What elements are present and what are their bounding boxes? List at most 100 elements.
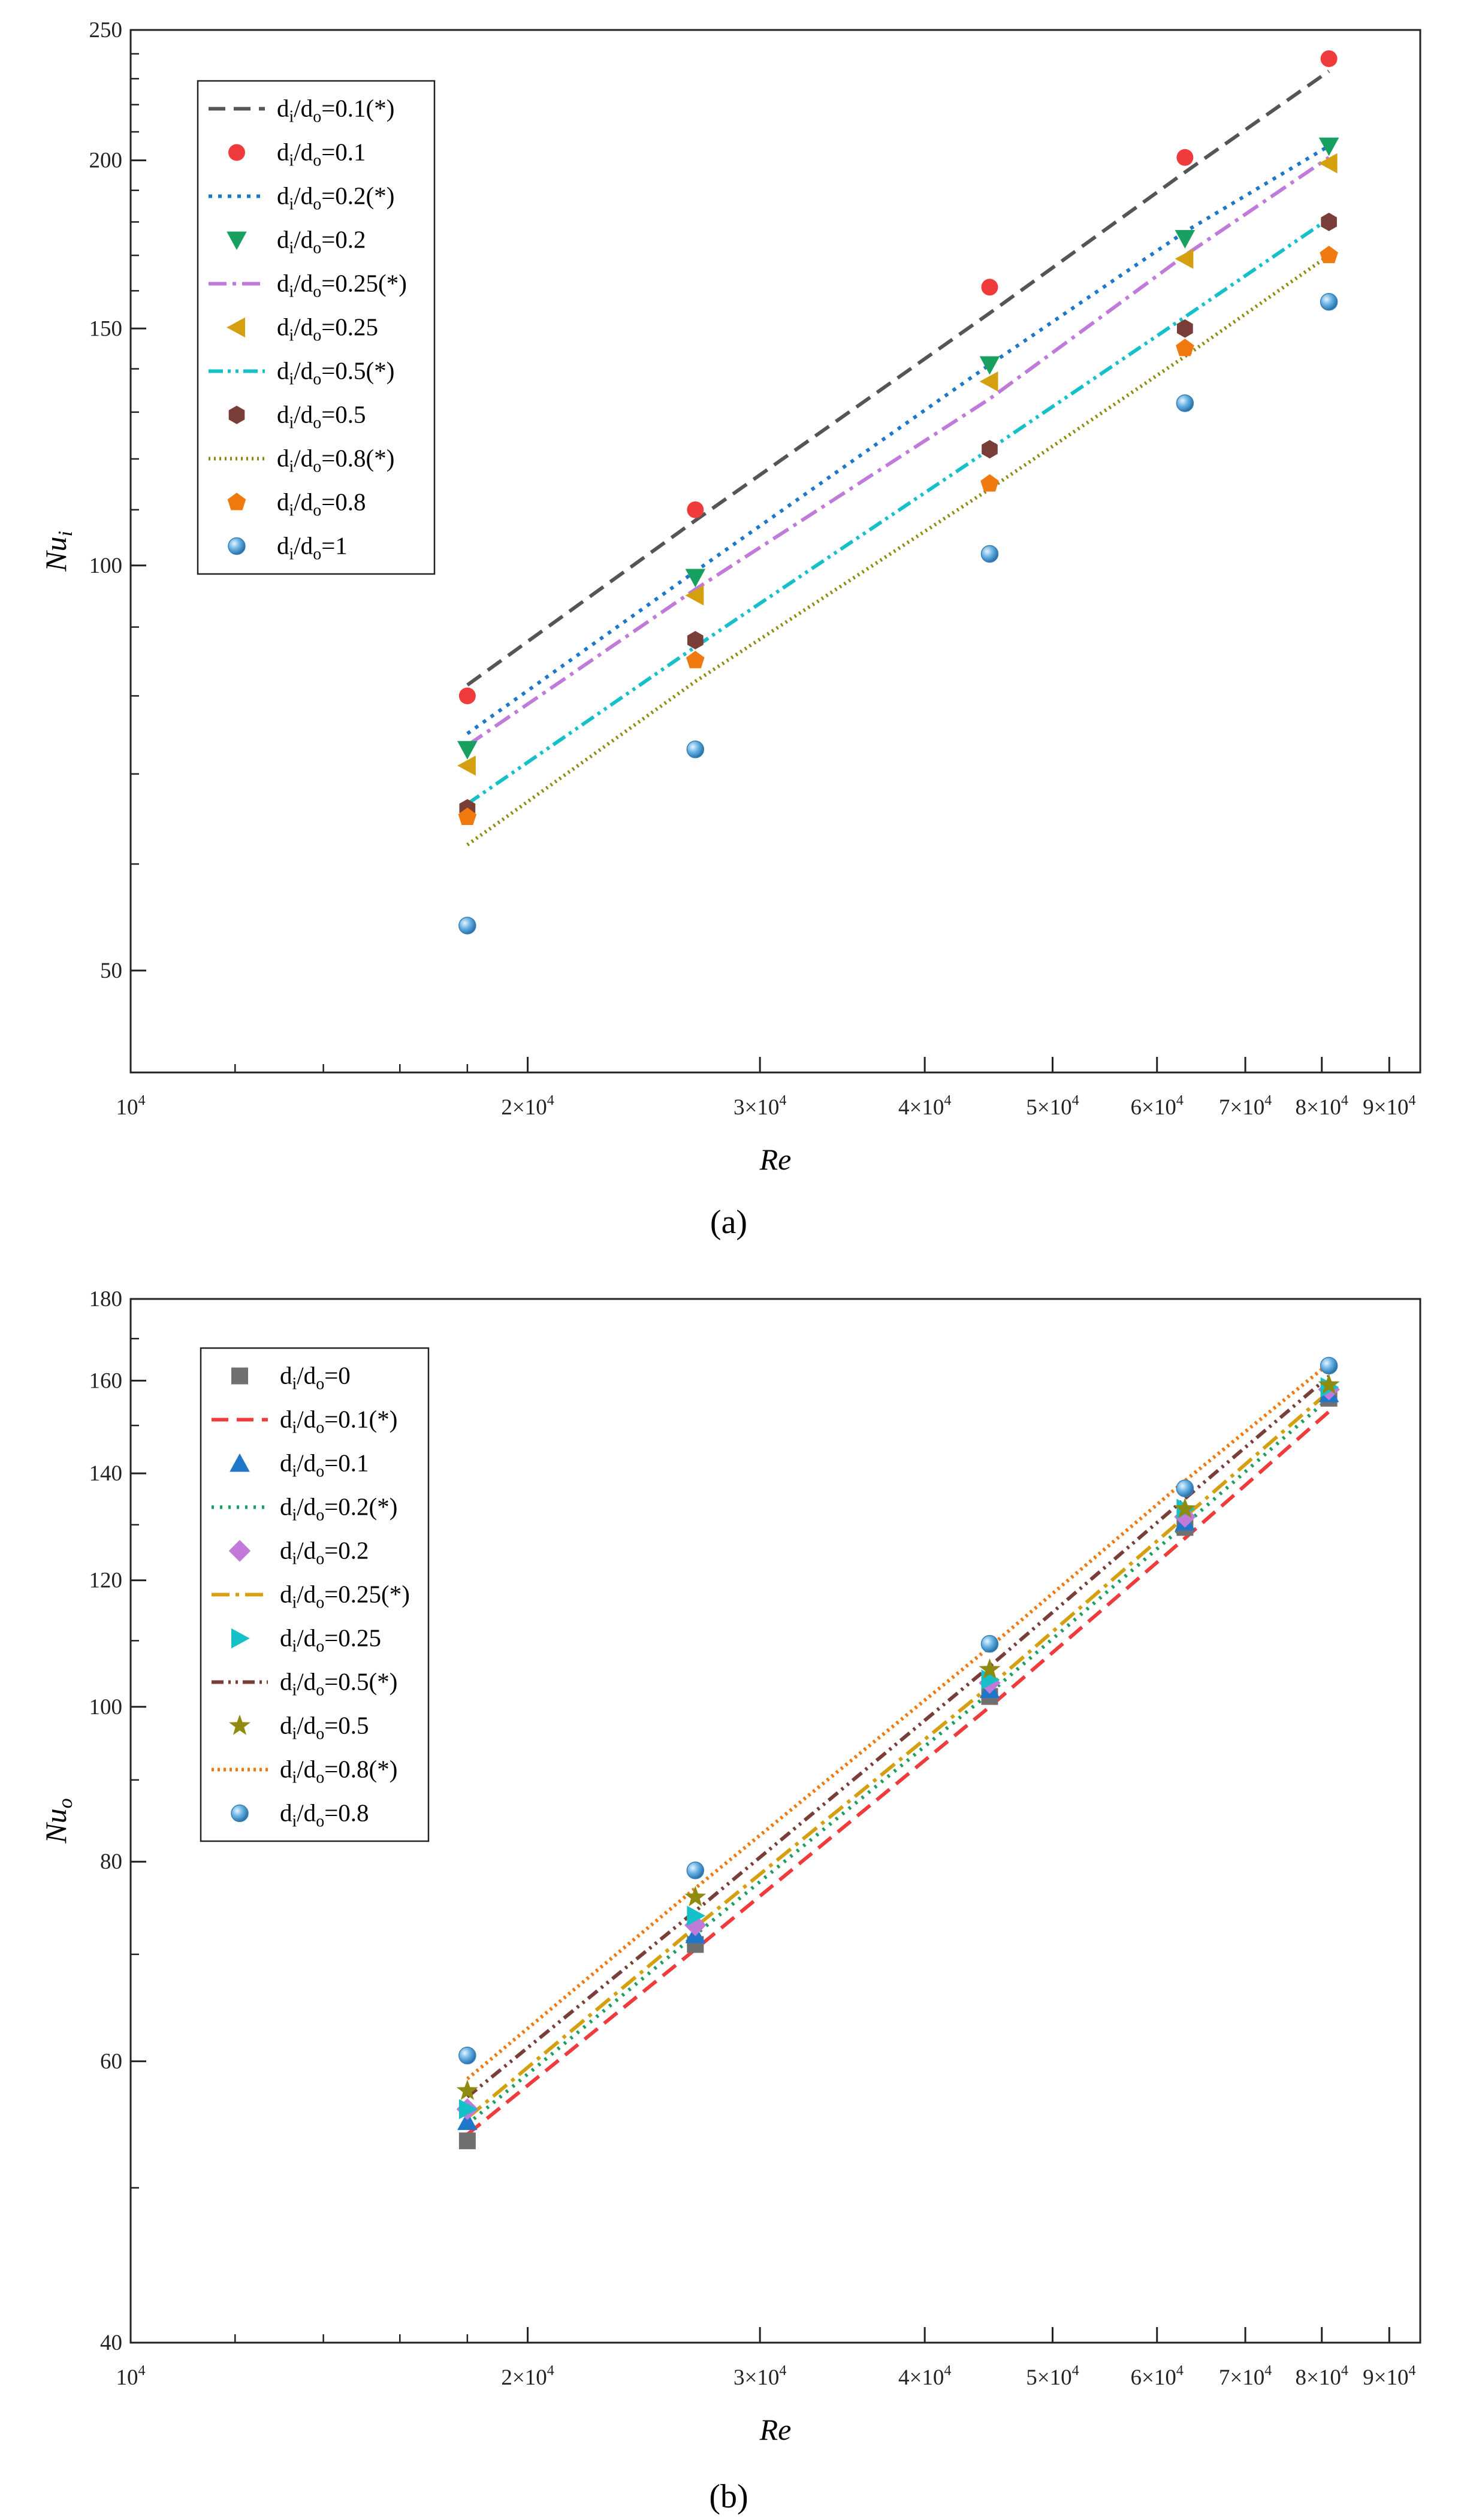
data-point (685, 585, 704, 606)
data-point (1175, 249, 1194, 269)
x-tick-label: 3×104 (733, 2363, 786, 2390)
x-tick-label: 8×104 (1296, 1093, 1348, 1120)
x-tick-label: 9×104 (1363, 2363, 1415, 2390)
legend-label: di/do=0.25 (280, 1624, 381, 1656)
plot-frame (129, 1298, 1421, 2344)
legend-label: di/do=0.25(*) (280, 1581, 410, 1612)
legend-label: di/do=0.5 (277, 401, 366, 433)
legend-label: di/do=0.2 (280, 1537, 369, 1569)
legend-label: di/do=0.8(*) (277, 445, 394, 476)
legend-marker-swatch (228, 406, 245, 424)
series-line (466, 1362, 1330, 2081)
series-line (466, 1374, 1330, 2099)
data-point (457, 2111, 478, 2131)
legend-marker-swatch (228, 144, 245, 161)
data-point (980, 545, 999, 563)
data-point (687, 1905, 706, 1926)
legend-marker-swatch (228, 1540, 251, 1562)
y-tick-label: 200 (89, 149, 123, 173)
legend-label: di/do=0 (280, 1362, 351, 1394)
legend-label: di/do=0.8 (277, 488, 366, 520)
legend-label: di/do=0.1(*) (280, 1406, 397, 1437)
y-tick-label: 60 (100, 2049, 122, 2074)
x-tick-label: 6×104 (1131, 2363, 1184, 2390)
y-tick-label: 100 (89, 1695, 123, 1720)
y-tick-label: 40 (100, 2331, 122, 2355)
x-tick-label: 9×104 (1363, 1093, 1415, 1120)
data-point (1177, 319, 1193, 338)
legend-marker-swatch (227, 317, 245, 338)
x-tick-label: 5×104 (1026, 1093, 1079, 1120)
y-tick-label: 150 (89, 316, 123, 341)
legend-label: di/do=1 (277, 532, 348, 564)
chart-a: 104 2×104 3×104 4×104 5×104 6×104 7×104 8×104 9×… (39, 18, 1421, 1176)
y-tick-label: 250 (89, 18, 123, 43)
plot-frame (129, 29, 1421, 1074)
legend-label: di/do=0.25(*) (277, 270, 407, 301)
y-tick-label: 120 (89, 1569, 123, 1593)
data-point (980, 474, 999, 492)
legend-marker-swatch (231, 1628, 250, 1649)
legend-label: di/do=0.2(*) (280, 1493, 397, 1525)
x-tick-label: 7×104 (1219, 1093, 1272, 1120)
x-tick-label: 8×104 (1296, 2363, 1348, 2390)
data-point (1175, 229, 1196, 249)
data-point (687, 501, 704, 518)
data-point (1176, 339, 1194, 356)
data-point (1176, 394, 1194, 412)
legend-marker-swatch (231, 1804, 249, 1823)
y-tick-label: 50 (100, 959, 122, 983)
chart-b: 104 2×104 3×104 4×104 5×104 6×104 7×104 8×104 9×… (39, 1287, 1421, 2446)
legend-label: di/do=0.1 (280, 1449, 369, 1481)
series-line (466, 253, 1330, 847)
series-line (466, 217, 1330, 806)
data-point (686, 651, 705, 669)
x-tick-label: 2×104 (501, 1093, 554, 1120)
x-tick-label: 7×104 (1219, 2363, 1272, 2390)
legend-label: di/do=0.8 (280, 1799, 369, 1831)
data-point (684, 1886, 707, 1906)
legend-marker-swatch (229, 1714, 250, 1735)
legend-label: di/do=0.1 (277, 138, 366, 170)
caption-a: (a) (710, 1204, 747, 1241)
data-point (686, 741, 705, 759)
data-point (981, 279, 998, 296)
y-tick-label: 160 (89, 1368, 123, 1393)
data-point (1320, 50, 1338, 67)
legend-marker-swatch (231, 1367, 248, 1385)
data-point (458, 687, 476, 705)
y-tick-label: 80 (100, 1850, 122, 1874)
legend-marker-swatch (228, 537, 246, 555)
series-line (466, 70, 1330, 687)
y-axis-label: Nuo (39, 1798, 77, 1844)
data-point (687, 631, 704, 649)
legend-marker-swatch (227, 492, 246, 510)
data-point (1320, 246, 1338, 264)
series-line (466, 156, 1330, 747)
x-axis-label: Re (759, 2413, 792, 2446)
data-point (457, 741, 478, 760)
caption-b: (b) (709, 2478, 748, 2515)
legend-label: di/do=0.25 (277, 313, 378, 345)
data-point (1318, 1373, 1340, 1394)
data-point (1176, 149, 1194, 166)
x-axis-label: Re (759, 1143, 792, 1176)
data-point (1321, 213, 1337, 231)
data-point (982, 440, 998, 459)
data-point (686, 1862, 705, 1880)
legend-marker-swatch (230, 1453, 250, 1472)
data-point (1318, 153, 1338, 174)
y-tick-label: 140 (89, 1461, 123, 1486)
data-point (979, 371, 998, 392)
x-tick-label: 5×104 (1026, 2363, 1079, 2390)
data-point (458, 2047, 476, 2065)
data-point (1320, 293, 1338, 311)
series-line (466, 144, 1330, 735)
data-point (458, 2099, 478, 2120)
data-point (456, 2079, 478, 2100)
legend-label: di/do=0.5(*) (280, 1668, 397, 1700)
x-tick-label: 3×104 (733, 1093, 786, 1120)
x-tick-label: 4×104 (898, 2363, 951, 2390)
data-point (979, 1658, 1001, 1679)
